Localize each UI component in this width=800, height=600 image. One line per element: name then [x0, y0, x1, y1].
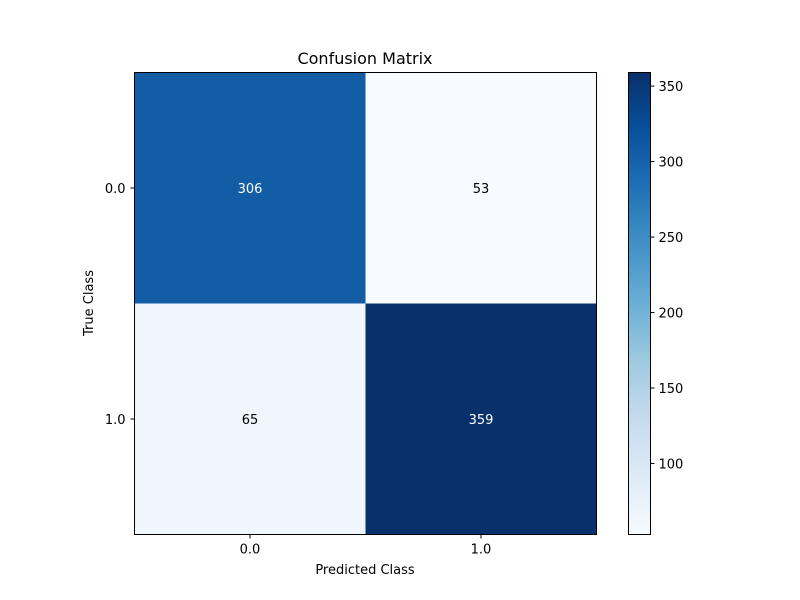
heatmap-cell [365, 303, 597, 535]
colorbar-tick-label: 150 [659, 382, 684, 397]
colorbar-tick-label: 300 [659, 156, 684, 171]
heatmap-cell-labels: 306 53 65 359 [238, 182, 494, 428]
cell-value-label: 359 [469, 413, 494, 428]
x-tick-label: 0.0 [240, 543, 261, 558]
heatmap-cell [365, 72, 597, 304]
cell-value-label: 306 [238, 182, 263, 197]
heatmap-cell [134, 72, 366, 304]
colorbar-ticks: 100 150 200 250 300 350 [650, 80, 684, 473]
cell-value-label: 53 [473, 182, 490, 197]
x-tick-label: 1.0 [471, 543, 492, 558]
chart-title: Confusion Matrix [297, 49, 432, 68]
y-axis-label: True Class [82, 270, 97, 337]
y-tick-label: 0.0 [105, 182, 126, 197]
x-axis-label: Predicted Class [315, 563, 415, 578]
colorbar [628, 72, 651, 535]
heatmap-cells [134, 72, 597, 535]
y-tick-label: 1.0 [105, 413, 126, 428]
heatmap-cell [134, 303, 366, 535]
colorbar-tick-label: 200 [659, 307, 684, 322]
colorbar-tick-label: 250 [659, 231, 684, 246]
colorbar-tick-label: 100 [659, 458, 684, 473]
cell-value-label: 65 [242, 413, 259, 428]
colorbar-tick-label: 350 [659, 80, 684, 95]
x-axis-ticks: 0.0 1.0 [240, 534, 492, 558]
y-axis-ticks: 0.0 1.0 [105, 182, 135, 428]
plot-frame [134, 72, 597, 535]
